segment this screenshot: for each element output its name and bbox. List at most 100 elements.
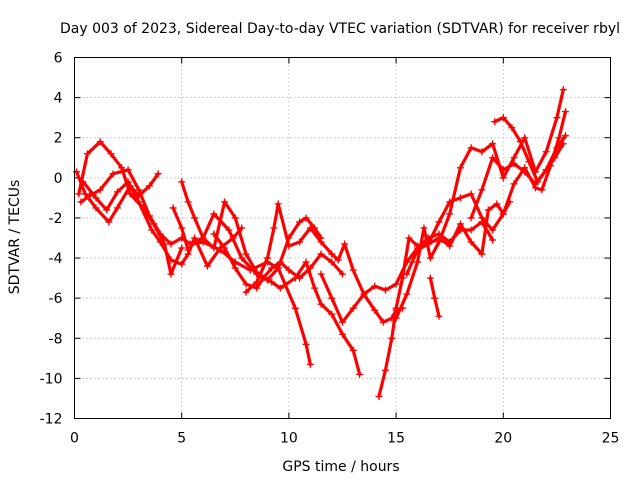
data-point-marker: [124, 166, 132, 174]
data-point-marker: [242, 288, 250, 296]
data-point-marker: [334, 256, 342, 264]
data-point-marker: [113, 188, 121, 196]
data-point-marker: [516, 138, 524, 146]
data-point-marker: [381, 286, 389, 294]
data-point-marker: [328, 258, 336, 266]
data-point-marker: [489, 226, 497, 234]
data-point-marker: [156, 238, 164, 246]
x-tick-label: 20: [494, 431, 512, 447]
data-point-marker: [538, 186, 546, 194]
y-tick-label: -8: [49, 331, 63, 347]
data-point-marker: [103, 206, 111, 214]
data-point-marker: [178, 260, 186, 268]
data-point-marker: [75, 190, 83, 198]
data-point-marker: [302, 258, 310, 266]
data-point-marker: [242, 280, 250, 288]
data-point-marker: [508, 124, 516, 132]
x-tick-label: 5: [177, 431, 186, 447]
x-tick-label: 25: [602, 431, 620, 447]
data-point-marker: [360, 290, 368, 298]
data-point-marker: [167, 240, 175, 248]
data-point-marker: [341, 240, 349, 248]
data-point-marker: [553, 114, 561, 122]
data-point-marker: [225, 226, 233, 234]
data-point-marker: [414, 246, 422, 254]
data-point-marker: [446, 242, 454, 250]
y-tick-label: -2: [49, 211, 63, 227]
data-point-marker: [317, 238, 325, 246]
data-point-marker: [356, 370, 364, 378]
data-point-marker: [499, 210, 507, 218]
plot-frame: [74, 57, 611, 419]
series-sat-h: [242, 200, 407, 326]
data-point-marker: [156, 230, 164, 238]
data-point-marker: [221, 198, 229, 206]
data-point-marker: [446, 210, 454, 218]
data-point-marker: [431, 294, 439, 302]
data-point-marker: [221, 244, 229, 252]
data-point-marker: [478, 148, 486, 156]
y-tick-label: -4: [49, 251, 63, 267]
x-tick-label: 0: [70, 431, 79, 447]
y-tick-label: 4: [54, 91, 63, 107]
data-point-marker: [113, 204, 121, 212]
data-point-marker: [328, 250, 336, 258]
data-point-marker: [154, 170, 162, 178]
data-point-marker: [276, 258, 284, 266]
data-point-marker: [306, 224, 314, 232]
data-point-marker: [86, 192, 94, 200]
data-point-marker: [456, 194, 464, 202]
data-point-marker: [231, 214, 239, 222]
data-point-marker: [274, 264, 282, 272]
data-point-marker: [435, 218, 443, 226]
data-point-marker: [328, 294, 336, 302]
data-point-marker: [403, 270, 411, 278]
data-point-marker: [210, 210, 218, 218]
data-point-marker: [491, 118, 499, 126]
x-axis-label: GPS time / hours: [282, 459, 399, 475]
data-point-marker: [178, 224, 186, 232]
data-point-marker: [210, 244, 218, 252]
y-tick-label: -6: [49, 291, 63, 307]
data-point-marker: [467, 238, 475, 246]
data-point-marker: [268, 264, 276, 272]
data-series: [73, 86, 569, 400]
data-point-marker: [191, 238, 199, 246]
y-axis-label: SDTVAR / TECUs: [7, 180, 23, 295]
x-ticks: 0 5 10 15 20 25: [70, 57, 620, 447]
data-point-marker: [259, 274, 267, 282]
data-point-marker: [92, 204, 100, 212]
data-point-marker: [392, 280, 400, 288]
chart-title: Day 003 of 2023, Sidereal Day-to-day VTE…: [60, 21, 620, 37]
series-line: [180, 180, 323, 282]
data-point-marker: [291, 304, 299, 312]
series-sat-o: [491, 114, 567, 186]
data-point-marker: [184, 246, 192, 254]
data-point-marker: [263, 276, 271, 284]
series-line: [81, 180, 244, 268]
data-point-marker: [534, 178, 542, 186]
data-point-marker: [96, 186, 104, 194]
data-point-marker: [456, 220, 464, 228]
data-point-marker: [499, 114, 507, 122]
data-point-marker: [238, 254, 246, 262]
data-point-marker: [489, 154, 497, 162]
data-point-marker: [135, 186, 143, 194]
data-point-marker: [317, 270, 325, 278]
data-point-marker: [199, 234, 207, 242]
y-ticks: -12 -10 -8 -6 -4 -2 0 2 4 6: [40, 51, 611, 428]
series-line: [212, 232, 345, 290]
data-point-marker: [388, 334, 396, 342]
data-point-marker: [426, 274, 434, 282]
data-point-marker: [542, 166, 550, 174]
data-point-marker: [296, 238, 304, 246]
data-point-marker: [371, 282, 379, 290]
data-point-marker: [467, 144, 475, 152]
data-point-marker: [184, 198, 192, 206]
data-point-marker: [420, 224, 428, 232]
data-point-marker: [381, 366, 389, 374]
data-point-marker: [484, 206, 492, 214]
data-point-marker: [392, 304, 400, 312]
data-point-marker: [489, 236, 497, 244]
